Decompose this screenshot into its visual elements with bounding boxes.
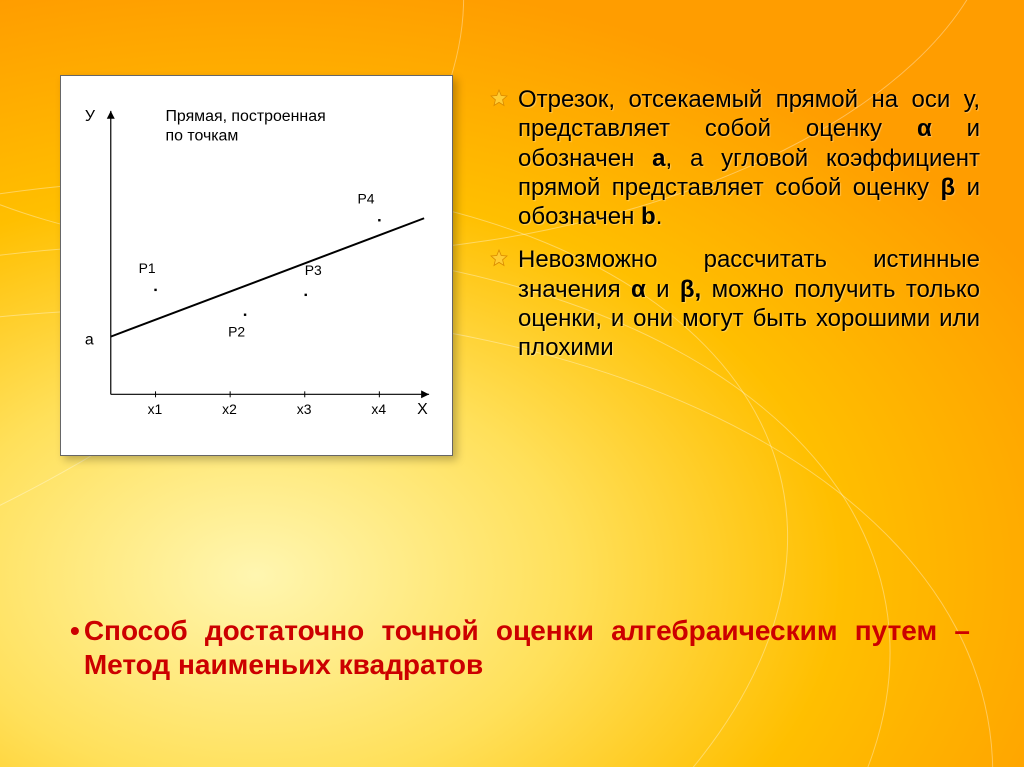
bullet-dot: • — [70, 614, 80, 682]
bullet-icon — [490, 249, 508, 267]
bottom-body: Способ достаточно точной оценки алгебраи… — [84, 614, 970, 682]
txt: β — [940, 174, 955, 201]
bullet-text: Невозможно рассчитать истинные значения … — [518, 245, 980, 362]
svg-text:Р3: Р3 — [305, 262, 322, 278]
txt: . — [656, 203, 663, 230]
svg-text:по точкам: по точкам — [165, 128, 238, 145]
svg-text:X: X — [417, 401, 428, 418]
svg-text:х2: х2 — [222, 401, 237, 417]
bullet-item: Отрезок, отсекаемый прямой на оси у, пре… — [490, 85, 980, 231]
txt: α — [917, 115, 932, 142]
txt: a — [652, 145, 665, 172]
svg-text:а: а — [85, 332, 94, 349]
svg-text:Р4: Р4 — [357, 190, 374, 206]
bullet-icon — [490, 89, 508, 107]
svg-text:Прямая, построенная: Прямая, построенная — [165, 108, 325, 125]
bottom-bullet: • Способ достаточно точной оценки алгебр… — [70, 614, 970, 682]
text-column: Отрезок, отсекаемый прямой на оси у, пре… — [490, 85, 980, 376]
scatter-chart: Прямая, построенная по точкам У X а х1 х2… — [61, 76, 452, 455]
svg-text:Р2: Р2 — [228, 324, 245, 340]
txt: b — [641, 203, 656, 230]
bullet-text: Отрезок, отсекаемый прямой на оси у, пре… — [518, 85, 980, 231]
txt: и — [646, 276, 680, 303]
bullet-item: Невозможно рассчитать истинные значения … — [490, 245, 980, 362]
svg-text:У: У — [85, 108, 96, 125]
svg-text:х1: х1 — [148, 401, 163, 417]
chart-container: Прямая, построенная по точкам У X а х1 х2… — [60, 75, 453, 456]
svg-text:Р1: Р1 — [139, 260, 156, 276]
txt: α — [631, 276, 646, 303]
svg-text:х4: х4 — [371, 401, 386, 417]
txt: β, — [680, 276, 701, 303]
txt: Отрезок, отсекаемый прямой на оси у, пре… — [518, 86, 980, 142]
svg-text:х3: х3 — [297, 401, 312, 417]
